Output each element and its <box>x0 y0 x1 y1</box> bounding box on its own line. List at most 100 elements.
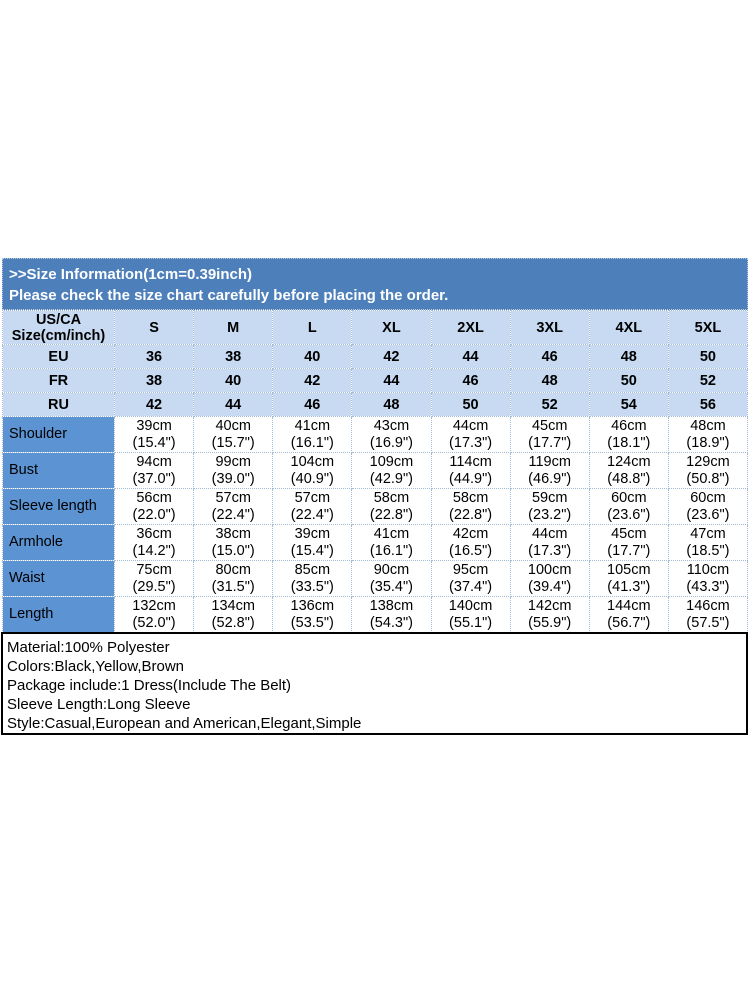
measure-cell: 80cm (31.5") <box>193 560 274 597</box>
measure-inch: (22.0") <box>132 506 176 523</box>
measure-inch: (17.7") <box>528 434 572 451</box>
size-col-header: 5XL <box>667 310 749 345</box>
measure-inch: (16.1") <box>290 434 334 451</box>
detail-package: Package include:1 Dress(Include The Belt… <box>7 677 292 694</box>
region-value: 42 <box>113 392 195 417</box>
measure-inch: (22.8") <box>449 506 493 523</box>
corner-line-1: US/CA <box>35 311 82 328</box>
measure-cm: 75cm <box>136 561 172 578</box>
measure-cell: 41cm (16.1") <box>351 524 432 561</box>
measure-cm: 60cm <box>611 489 647 506</box>
region-value: 52 <box>509 392 590 417</box>
region-label: EU <box>2 344 115 369</box>
title-line-2: Please check the size chart carefully be… <box>9 287 449 304</box>
measure-inch: (50.8") <box>686 470 730 487</box>
measure-cell: 138cm (54.3") <box>351 596 432 633</box>
measure-inch: (33.5") <box>290 578 334 595</box>
measure-cm: 36cm <box>136 525 172 542</box>
measure-cm: 140cm <box>448 597 493 614</box>
measure-cell: 44cm (17.3") <box>509 524 590 561</box>
measure-cell: 109cm (42.9") <box>351 452 432 489</box>
region-row-ru: RU 42 44 46 48 50 52 54 56 <box>2 392 749 417</box>
measure-cm: 48cm <box>690 417 726 434</box>
measure-cell: 146cm (57.5") <box>667 596 749 633</box>
measure-cm: 109cm <box>369 453 414 470</box>
measure-cm: 59cm <box>531 489 568 506</box>
measure-inch: (55.9") <box>528 614 572 631</box>
region-row-eu: EU 36 38 40 42 44 46 48 50 <box>2 344 749 369</box>
measure-row-bust: Bust 94cm (37.0") 99cm (39.0") 104cm (40.9"… <box>2 452 749 489</box>
measure-cm: 39cm <box>294 525 331 542</box>
measure-inch: (52.0") <box>132 614 176 631</box>
measure-cell: 45cm (17.7") <box>588 524 669 561</box>
measure-cm: 40cm <box>215 417 251 434</box>
measure-cell: 140cm (55.1") <box>430 596 511 633</box>
measure-inch: (39.0") <box>211 470 255 487</box>
measure-inch: (17.3") <box>449 434 493 451</box>
measure-cm: 39cm <box>136 417 172 434</box>
measure-inch: (43.3") <box>686 578 730 595</box>
measure-inch: (23.6") <box>607 506 651 523</box>
region-value: 46 <box>430 368 511 393</box>
region-value: 48 <box>351 392 432 417</box>
measure-inch: (37.4") <box>449 578 493 595</box>
measure-cell: 142cm (55.9") <box>509 596 590 633</box>
measure-cell: 144cm (56.7") <box>588 596 669 633</box>
size-info-section: >>Size Information(1cm=0.39inch) Please … <box>2 258 749 633</box>
measure-cm: 114cm <box>449 453 492 470</box>
measure-inch: (23.6") <box>686 506 730 523</box>
measure-inch: (22.4") <box>290 506 334 523</box>
measure-cm: 41cm <box>294 417 331 434</box>
measure-cell: 58cm (22.8") <box>430 488 511 525</box>
measure-cell: 45cm (17.7") <box>509 416 590 453</box>
measure-inch: (18.9") <box>686 434 730 451</box>
measure-cell: 129cm (50.8") <box>667 452 749 489</box>
measure-inch: (17.7") <box>607 542 651 559</box>
region-value: 44 <box>193 392 274 417</box>
measure-inch: (16.1") <box>369 542 413 559</box>
product-details-box: Material:100% Polyester Colors:Black,Yel… <box>1 632 748 735</box>
measure-cell: 59cm (23.2") <box>509 488 590 525</box>
measure-inch: (46.9") <box>528 470 572 487</box>
measure-inch: (56.7") <box>607 614 651 631</box>
measure-cell: 105cm (41.3") <box>588 560 669 597</box>
measure-cell: 44cm (17.3") <box>430 416 511 453</box>
measure-cm: 45cm <box>611 525 647 542</box>
measure-inch: (15.0") <box>211 542 255 559</box>
measure-cm: 85cm <box>294 561 331 578</box>
measure-inch: (53.5") <box>290 614 334 631</box>
measure-cm: 80cm <box>215 561 251 578</box>
measure-cell: 85cm (33.5") <box>272 560 353 597</box>
region-label: FR <box>2 368 115 393</box>
measure-inch: (22.4") <box>211 506 255 523</box>
region-value: 44 <box>351 368 432 393</box>
measure-cm: 99cm <box>215 453 251 470</box>
measure-cm: 95cm <box>452 561 489 578</box>
measure-cm: 57cm <box>215 489 251 506</box>
measure-inch: (35.4") <box>369 578 413 595</box>
region-value: 52 <box>667 368 749 393</box>
measure-label: Armhole <box>2 524 115 561</box>
measure-cell: 46cm (18.1") <box>588 416 669 453</box>
measure-inch: (55.1") <box>449 614 493 631</box>
measure-cell: 36cm (14.2") <box>113 524 195 561</box>
measure-cm: 100cm <box>527 561 572 578</box>
region-value: 36 <box>113 344 195 369</box>
measure-cell: 58cm (22.8") <box>351 488 432 525</box>
corner-cell: US/CA Size(cm/inch) <box>2 310 115 345</box>
measure-inch: (39.4") <box>528 578 572 595</box>
measure-cm: 43cm <box>373 417 410 434</box>
measure-cm: 56cm <box>136 489 172 506</box>
measure-cell: 38cm (15.0") <box>193 524 274 561</box>
region-value: 44 <box>430 344 511 369</box>
measure-cm: 44cm <box>531 525 568 542</box>
measure-cm: 58cm <box>373 489 410 506</box>
measure-cell: 42cm (16.5") <box>430 524 511 561</box>
measure-cm: 94cm <box>136 453 172 470</box>
measure-inch: (41.3") <box>607 578 651 595</box>
title-band: >>Size Information(1cm=0.39inch) Please … <box>2 258 748 310</box>
region-value: 38 <box>113 368 195 393</box>
size-col-header: L <box>272 310 353 345</box>
measure-cm: 60cm <box>690 489 726 506</box>
